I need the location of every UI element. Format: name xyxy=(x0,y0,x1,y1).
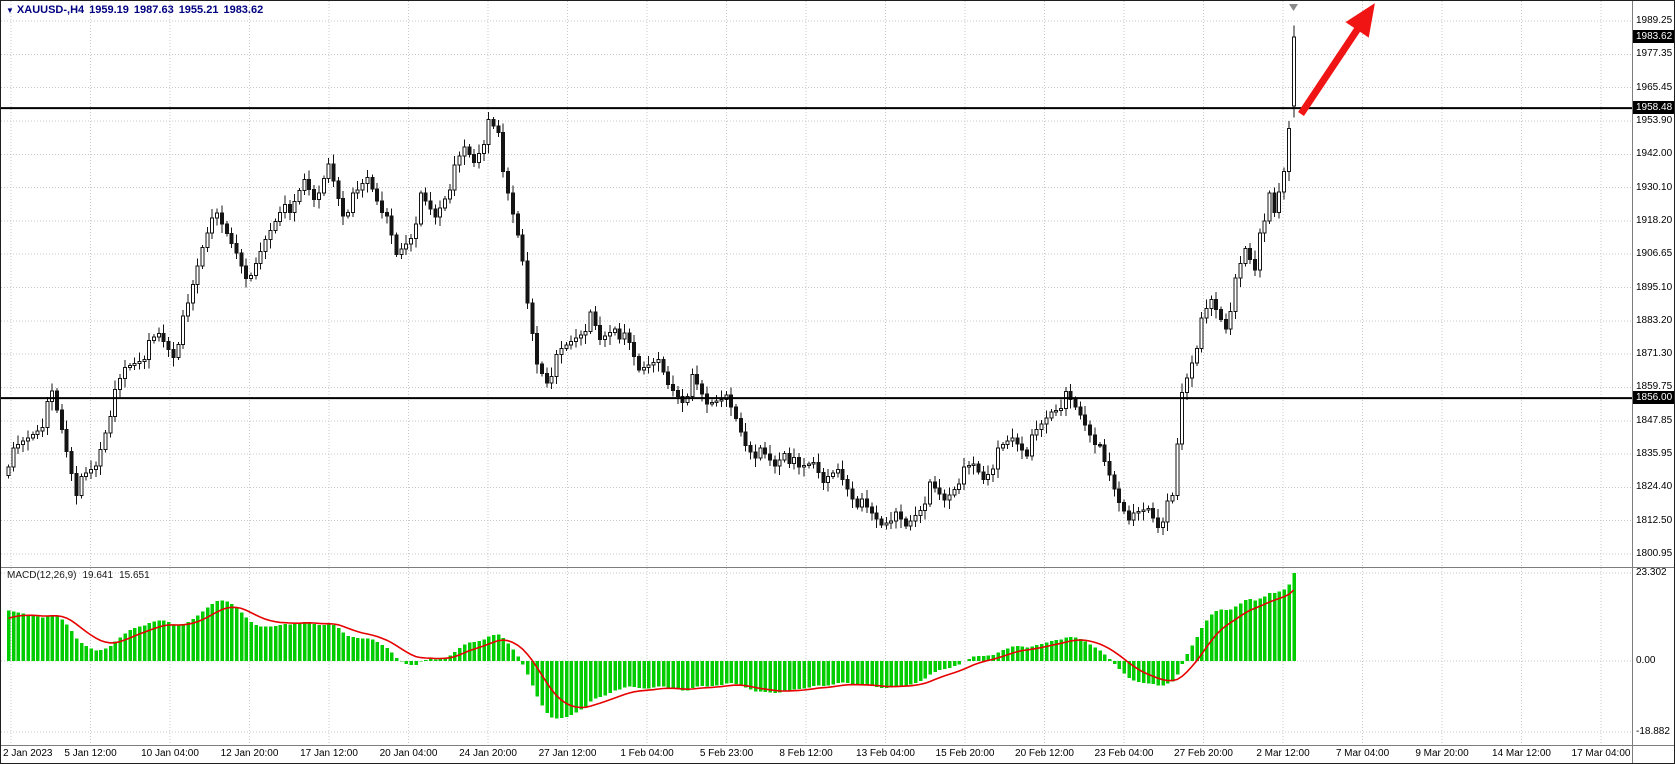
time-tick-label: 12 Jan 20:00 xyxy=(220,748,279,759)
time-tick-label: 27 Feb 20:00 xyxy=(1174,748,1233,759)
candlesticks xyxy=(6,25,1296,535)
ohlc-high-value: 1987.63 xyxy=(133,4,174,16)
chart-plot-area[interactable] xyxy=(1,1,1632,745)
time-tick-label: 9 Mar 20:00 xyxy=(1415,748,1469,759)
ohlc-close-value: 1983.62 xyxy=(223,4,264,16)
time-tick-label: 17 Mar 04:00 xyxy=(1571,748,1631,759)
price-tick-label: 1800.95 xyxy=(1636,548,1673,559)
time-tick-label: 2 Jan 2023 xyxy=(3,748,53,759)
time-tick-label: 1 Feb 04:00 xyxy=(620,748,674,759)
price-axis[interactable]: 1989.25 1977.35 1965.45 1953.90 1942.00 1930.… xyxy=(1632,1,1674,763)
price-tick-label: 1906.65 xyxy=(1636,248,1673,260)
level-price-badge: 1958.48 xyxy=(1633,101,1674,115)
macd-axis-label: 0.00 xyxy=(1636,655,1656,666)
time-axis[interactable]: 2 Jan 2023 5 Jan 12:00 10 Jan 04:00 12 Jan … xyxy=(1,745,1632,763)
time-axis-separator xyxy=(1,745,1674,746)
price-tick-label: 1918.20 xyxy=(1636,214,1673,226)
time-tick-label: 8 Feb 12:00 xyxy=(779,748,833,759)
macd-histogram xyxy=(7,573,1296,719)
time-tick-label: 2 Mar 12:00 xyxy=(1256,748,1310,759)
price-tick-label: 1859.75 xyxy=(1636,381,1673,393)
price-tick-label: 1835.95 xyxy=(1636,448,1673,460)
price-tick-label: 1965.45 xyxy=(1636,81,1673,93)
price-tick-label: 1895.10 xyxy=(1636,281,1673,293)
price-tick-label: 1871.30 xyxy=(1636,348,1673,360)
macd-signal-value: 15.651 xyxy=(119,570,150,581)
time-tick-label: 7 Mar 04:00 xyxy=(1335,748,1390,759)
price-tick-label: 1824.40 xyxy=(1636,481,1673,493)
time-tick-label: 5 Feb 23:00 xyxy=(699,748,754,759)
macd-signal-line xyxy=(8,589,1295,709)
macd-axis-label: -18.882 xyxy=(1636,726,1670,737)
macd-main-value: 19.641 xyxy=(82,570,114,581)
price-tick-label: 1883.20 xyxy=(1636,314,1673,326)
symbol-timeframe-label: XAUUSD-,H4 xyxy=(16,4,85,16)
macd-indicator-label: MACD(12,26,9) 19.641 15.651 xyxy=(7,570,156,581)
grid-lines xyxy=(1,1,1632,745)
time-tick-label: 14 Mar 12:00 xyxy=(1492,748,1551,759)
time-tick-label: 15 Feb 20:00 xyxy=(935,748,995,759)
price-tick-label: 1930.10 xyxy=(1636,181,1673,193)
macd-axis-label: 23.302 xyxy=(1636,567,1667,578)
price-tick-label: 1847.85 xyxy=(1636,414,1673,426)
price-tick-label: 1812.50 xyxy=(1636,514,1673,526)
time-tick-label: 20 Feb 12:00 xyxy=(1015,748,1074,759)
price-tick-label: 1989.25 xyxy=(1636,15,1673,26)
indicator-panel-splitter[interactable] xyxy=(1,567,1674,568)
price-tick-label: 1977.35 xyxy=(1636,48,1673,60)
time-tick-label: 5 Jan 12:00 xyxy=(64,748,117,759)
price-axis-separator xyxy=(1632,1,1633,763)
chart-shift-marker-icon xyxy=(1289,4,1298,11)
time-tick-label: 17 Jan 12:00 xyxy=(300,748,358,759)
symbol-dropdown-icon: ▼ xyxy=(6,6,14,15)
macd-name: MACD(12,26,9) xyxy=(7,570,77,581)
time-tick-label: 13 Feb 04:00 xyxy=(856,748,915,759)
time-tick-label: 23 Feb 04:00 xyxy=(1094,748,1154,759)
level-price-badge: 1856.00 xyxy=(1633,391,1674,405)
time-tick-label: 24 Jan 20:00 xyxy=(459,748,517,759)
symbol-info-bar: ▼ XAUUSD-,H4 1959.19 1987.63 1955.21 1983.62 xyxy=(6,4,268,16)
ohlc-low-value: 1955.21 xyxy=(178,4,219,16)
current-price-badge: 1983.62 xyxy=(1633,29,1674,43)
time-tick-label: 10 Jan 04:00 xyxy=(141,748,199,759)
ohlc-open-value: 1959.19 xyxy=(89,4,129,16)
time-tick-label: 20 Jan 04:00 xyxy=(379,748,438,759)
annotation-arrow[interactable] xyxy=(1298,3,1375,116)
price-tick-label: 1942.00 xyxy=(1636,148,1673,160)
price-tick-label: 1953.90 xyxy=(1636,114,1673,126)
time-tick-label: 27 Jan 12:00 xyxy=(538,748,597,759)
